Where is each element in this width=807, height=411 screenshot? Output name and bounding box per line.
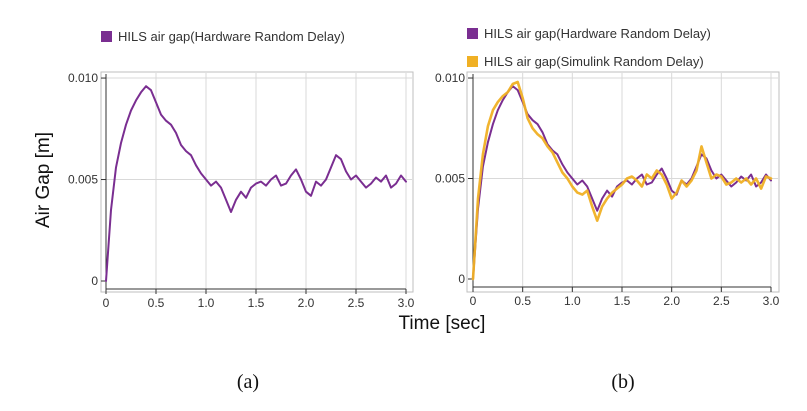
x-tick-label: 3.0 bbox=[763, 294, 780, 308]
y-tick-label: 0.010 bbox=[435, 71, 465, 85]
legend: HILS air gap(Hardware Random Delay) HILS … bbox=[467, 26, 711, 69]
x-tick-label: 0.5 bbox=[148, 296, 165, 310]
legend-swatch bbox=[467, 28, 478, 39]
legend-label: HILS air gap(Simulink Random Delay) bbox=[484, 54, 704, 69]
series-group bbox=[105, 85, 407, 282]
axes: 0 0.5 1.0 1.5 2.0 2.5 3.0 0 0.005 0.010 bbox=[435, 71, 780, 308]
y-axis-label: Air Gap [m] bbox=[33, 132, 54, 228]
x-tick-label: 0.5 bbox=[514, 294, 531, 308]
panel-caption-b: (b) bbox=[611, 371, 634, 393]
series-line-simulink bbox=[471, 80, 773, 281]
legend-label: HILS air gap(Hardware Random Delay) bbox=[118, 29, 345, 44]
y-tick-label: 0 bbox=[458, 272, 465, 286]
plot-frame bbox=[100, 71, 414, 293]
x-tick-label: 3.0 bbox=[398, 296, 415, 310]
x-tick-label: 1.5 bbox=[248, 296, 265, 310]
legend-swatch bbox=[467, 56, 478, 67]
y-tick-label: 0 bbox=[91, 274, 98, 288]
y-tick-label: 0.010 bbox=[68, 71, 98, 85]
axes: 0 0.5 1.0 1.5 2.0 2.5 3.0 0 0.005 0.010 bbox=[68, 71, 415, 310]
plot-frame bbox=[466, 71, 780, 293]
legend-swatch bbox=[101, 31, 112, 42]
chart-panel-a: 0 0.5 1.0 1.5 2.0 2.5 3.0 0 0.005 0.010 HILS air … bbox=[68, 29, 415, 310]
x-axis-label: Time [sec] bbox=[399, 313, 486, 334]
x-tick-label: 2.5 bbox=[348, 296, 365, 310]
x-tick-label: 0 bbox=[103, 296, 110, 310]
series-group bbox=[471, 80, 773, 281]
series-line-hardware bbox=[105, 85, 407, 282]
x-tick-label: 2.0 bbox=[663, 294, 680, 308]
x-tick-label: 1.5 bbox=[614, 294, 631, 308]
x-tick-label: 2.5 bbox=[713, 294, 730, 308]
y-tick-label: 0.005 bbox=[435, 172, 465, 186]
x-tick-label: 1.0 bbox=[198, 296, 215, 310]
x-tick-label: 1.0 bbox=[564, 294, 581, 308]
gridlines bbox=[102, 73, 412, 291]
chart-panel-b: 0 0.5 1.0 1.5 2.0 2.5 3.0 0 0.005 0.010 HILS air … bbox=[435, 26, 780, 308]
panel-caption-a: (a) bbox=[237, 371, 259, 393]
x-tick-label: 2.0 bbox=[298, 296, 315, 310]
y-tick-label: 0.005 bbox=[68, 173, 98, 187]
x-tick-label: 0 bbox=[470, 294, 477, 308]
legend: HILS air gap(Hardware Random Delay) bbox=[101, 29, 345, 44]
legend-label: HILS air gap(Hardware Random Delay) bbox=[484, 26, 711, 41]
